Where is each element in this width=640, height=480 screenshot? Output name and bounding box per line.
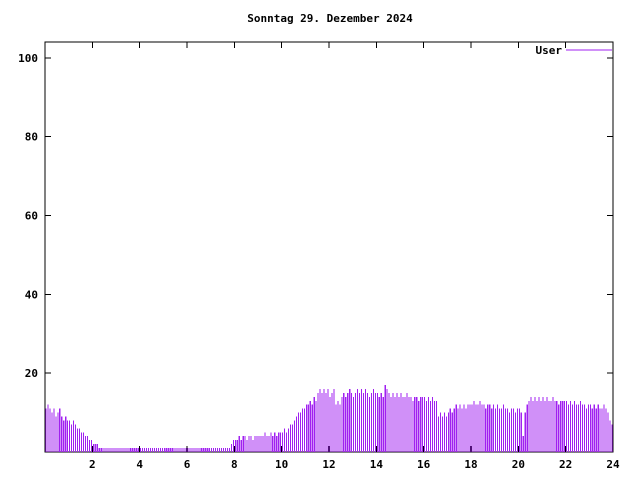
x-tick-label: 12 [322, 458, 335, 471]
y-tick-label: 80 [25, 131, 38, 144]
x-tick-label: 2 [89, 458, 96, 471]
legend: User [536, 44, 612, 57]
y-axis-ticks: 20 40 60 80 100 [18, 52, 613, 380]
x-tick-label: 14 [370, 458, 384, 471]
x-tick-label: 16 [417, 458, 431, 471]
x-tick-label: 4 [136, 458, 143, 471]
x-axis-ticks: 2 4 6 8 10 12 14 16 18 20 22 24 [89, 42, 620, 471]
x-tick-label: 18 [464, 458, 477, 471]
y-tick-label: 100 [18, 52, 38, 65]
plot-border [44, 41, 614, 453]
y-tick-label: 20 [25, 367, 38, 380]
x-tick-label: 20 [512, 458, 525, 471]
chart-title: Sonntag 29. Dezember 2024 [247, 12, 413, 25]
y-tick-label: 40 [25, 288, 38, 301]
x-tick-label: 24 [606, 458, 620, 471]
legend-label: User [536, 44, 563, 57]
x-tick-label: 10 [275, 458, 288, 471]
x-tick-label: 6 [184, 458, 191, 471]
x-tick-label: 8 [231, 458, 238, 471]
x-tick-label: 22 [559, 458, 572, 471]
y-tick-label: 60 [25, 209, 38, 222]
bar-series-user [45, 384, 613, 452]
